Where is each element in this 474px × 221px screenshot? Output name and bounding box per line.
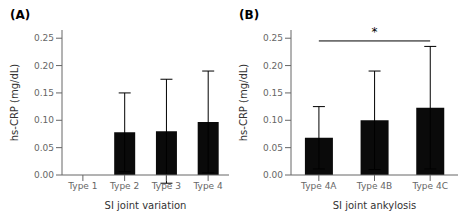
svg-text:SI joint ankylosis: SI joint ankylosis <box>333 200 417 211</box>
svg-text:0.00: 0.00 <box>263 170 283 180</box>
svg-text:Type 2: Type 2 <box>109 181 139 191</box>
svg-text:0.05: 0.05 <box>263 143 283 153</box>
html-text:(B): (B) <box>239 8 260 22</box>
svg-text:*: * <box>372 25 378 39</box>
svg-text:Type 4B: Type 4B <box>356 181 392 191</box>
html-text:(A): (A) <box>10 8 31 22</box>
svg-text:0.25: 0.25 <box>263 33 283 43</box>
svg-text:hs-CRP (mg/dL): hs-CRP (mg/dL) <box>9 64 20 142</box>
svg-text:0.20: 0.20 <box>34 61 54 71</box>
svg-text:Type 4C: Type 4C <box>411 181 448 191</box>
svg-text:0.25: 0.25 <box>34 33 54 43</box>
svg-text:0.10: 0.10 <box>263 115 283 125</box>
svg-text:Type 4: Type 4 <box>192 181 223 191</box>
svg-text:0.15: 0.15 <box>263 88 283 98</box>
svg-text:SI joint variation: SI joint variation <box>105 200 187 211</box>
svg-text:hs-CRP (mg/dL): hs-CRP (mg/dL) <box>238 64 249 142</box>
svg-text:0.00: 0.00 <box>34 170 54 180</box>
svg-text:0.05: 0.05 <box>34 143 54 153</box>
svg-text:0.10: 0.10 <box>34 115 54 125</box>
svg-text:Type 4A: Type 4A <box>300 181 337 191</box>
svg-text:Type 3: Type 3 <box>151 181 181 191</box>
svg-text:0.20: 0.20 <box>263 61 283 71</box>
svg-text:Type 1: Type 1 <box>67 181 97 191</box>
svg-text:0.15: 0.15 <box>34 88 54 98</box>
